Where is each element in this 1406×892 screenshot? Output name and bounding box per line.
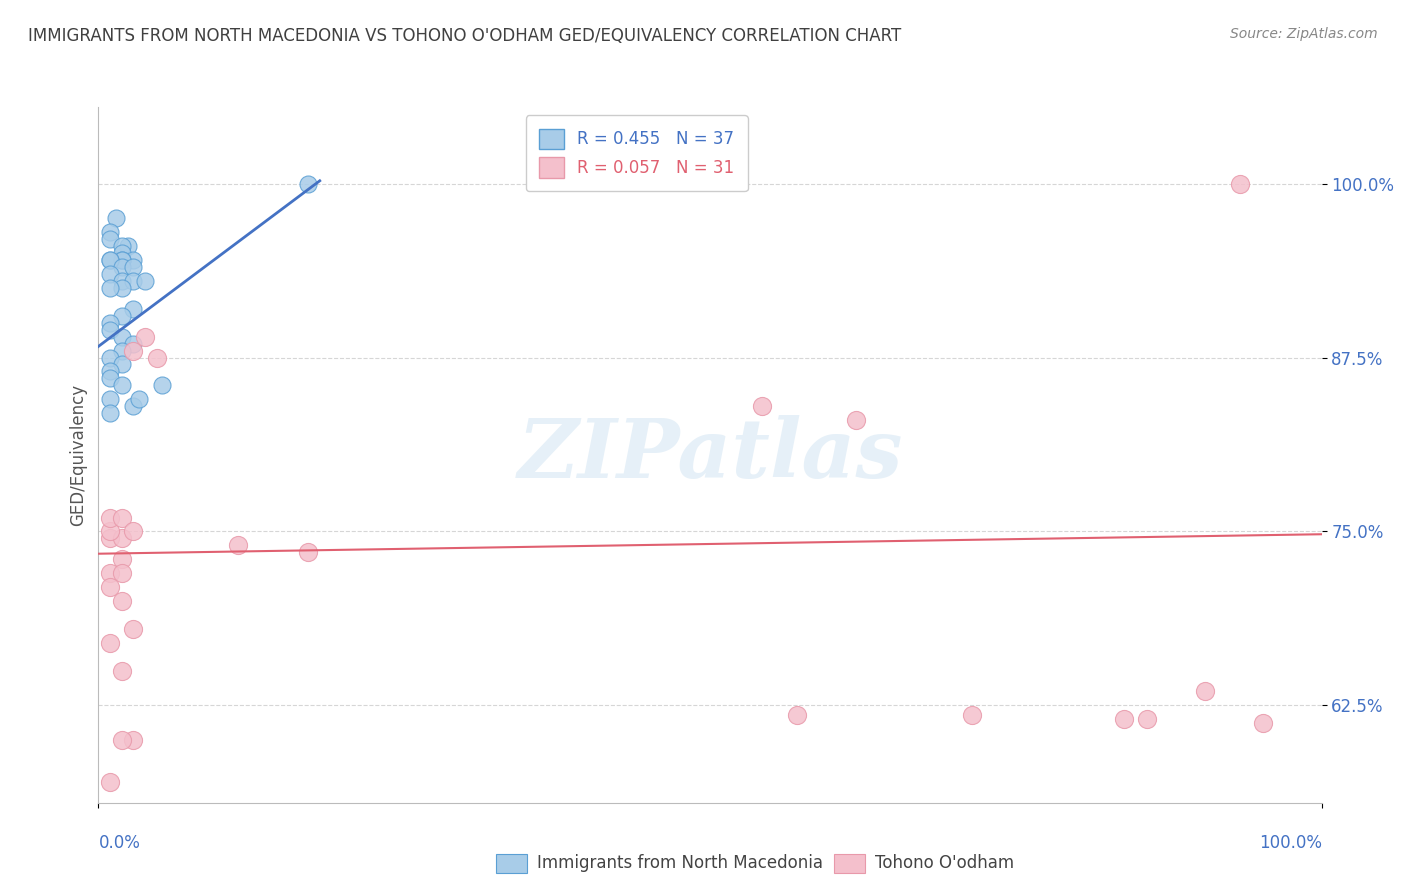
Point	[145, 351, 167, 365]
Point	[122, 733, 145, 747]
Point	[98, 580, 121, 594]
Point	[98, 510, 121, 524]
Point	[111, 281, 134, 295]
Point	[1194, 684, 1216, 698]
Point	[104, 211, 127, 226]
Point	[98, 253, 121, 268]
Point	[111, 733, 134, 747]
Point	[134, 274, 156, 288]
Point	[98, 225, 121, 239]
Point	[111, 510, 134, 524]
Point	[111, 309, 134, 323]
Point	[98, 636, 121, 650]
Point	[98, 566, 121, 581]
Point	[1136, 712, 1159, 726]
Point	[122, 336, 145, 351]
Point	[111, 329, 134, 343]
Point	[122, 399, 145, 413]
Point	[111, 664, 134, 678]
Point	[98, 532, 121, 546]
Text: IMMIGRANTS FROM NORTH MACEDONIA VS TOHONO O'ODHAM GED/EQUIVALENCY CORRELATION CH: IMMIGRANTS FROM NORTH MACEDONIA VS TOHON…	[28, 27, 901, 45]
Point	[98, 524, 121, 539]
Point	[111, 378, 134, 392]
Text: 100.0%: 100.0%	[1258, 834, 1322, 852]
Point	[98, 371, 121, 385]
Point	[786, 708, 808, 723]
Point	[98, 392, 121, 407]
Point	[111, 260, 134, 274]
Point	[111, 274, 134, 288]
Text: Tohono O'odham: Tohono O'odham	[875, 855, 1014, 872]
Point	[98, 267, 121, 281]
Text: 0.0%: 0.0%	[98, 834, 141, 852]
Y-axis label: GED/Equivalency: GED/Equivalency	[69, 384, 87, 526]
Point	[960, 708, 983, 723]
Point	[122, 524, 145, 539]
Text: Immigrants from North Macedonia: Immigrants from North Macedonia	[537, 855, 823, 872]
Point	[1253, 716, 1275, 731]
Point	[111, 594, 134, 608]
Point	[111, 358, 134, 372]
Point	[98, 351, 121, 365]
Point	[122, 260, 145, 274]
Point	[111, 343, 134, 358]
Point	[122, 274, 145, 288]
Point	[226, 538, 249, 552]
Text: ZIPatlas: ZIPatlas	[517, 415, 903, 495]
Point	[98, 253, 121, 268]
Point	[1112, 712, 1135, 726]
Point	[122, 343, 145, 358]
Point	[111, 246, 134, 260]
Point	[122, 622, 145, 636]
Point	[152, 378, 174, 392]
Text: Source: ZipAtlas.com: Source: ZipAtlas.com	[1230, 27, 1378, 41]
Point	[98, 316, 121, 330]
Point	[297, 177, 319, 191]
Point	[98, 232, 121, 246]
Point	[111, 253, 134, 268]
Point	[111, 566, 134, 581]
Legend: R = 0.455   N = 37, R = 0.057   N = 31: R = 0.455 N = 37, R = 0.057 N = 31	[526, 115, 748, 191]
Point	[111, 239, 134, 253]
Point	[98, 323, 121, 337]
Point	[1229, 177, 1251, 191]
Point	[98, 364, 121, 378]
Point	[111, 253, 134, 268]
Point	[98, 281, 121, 295]
Point	[297, 545, 319, 559]
Point	[111, 552, 134, 566]
Point	[122, 253, 145, 268]
Point	[751, 399, 773, 413]
Point	[845, 413, 868, 427]
Point	[98, 406, 121, 420]
Point	[134, 329, 156, 343]
Point	[117, 239, 139, 253]
Point	[122, 301, 145, 316]
Point	[128, 392, 150, 407]
Point	[98, 775, 121, 789]
Point	[111, 532, 134, 546]
